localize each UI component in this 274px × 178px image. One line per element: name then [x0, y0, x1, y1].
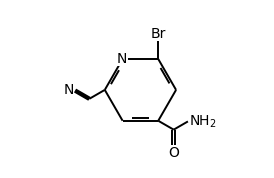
Text: Br: Br	[150, 27, 166, 41]
Text: N: N	[117, 52, 127, 66]
Text: N: N	[64, 83, 74, 97]
Text: NH$_2$: NH$_2$	[189, 113, 216, 130]
Text: O: O	[168, 146, 179, 160]
